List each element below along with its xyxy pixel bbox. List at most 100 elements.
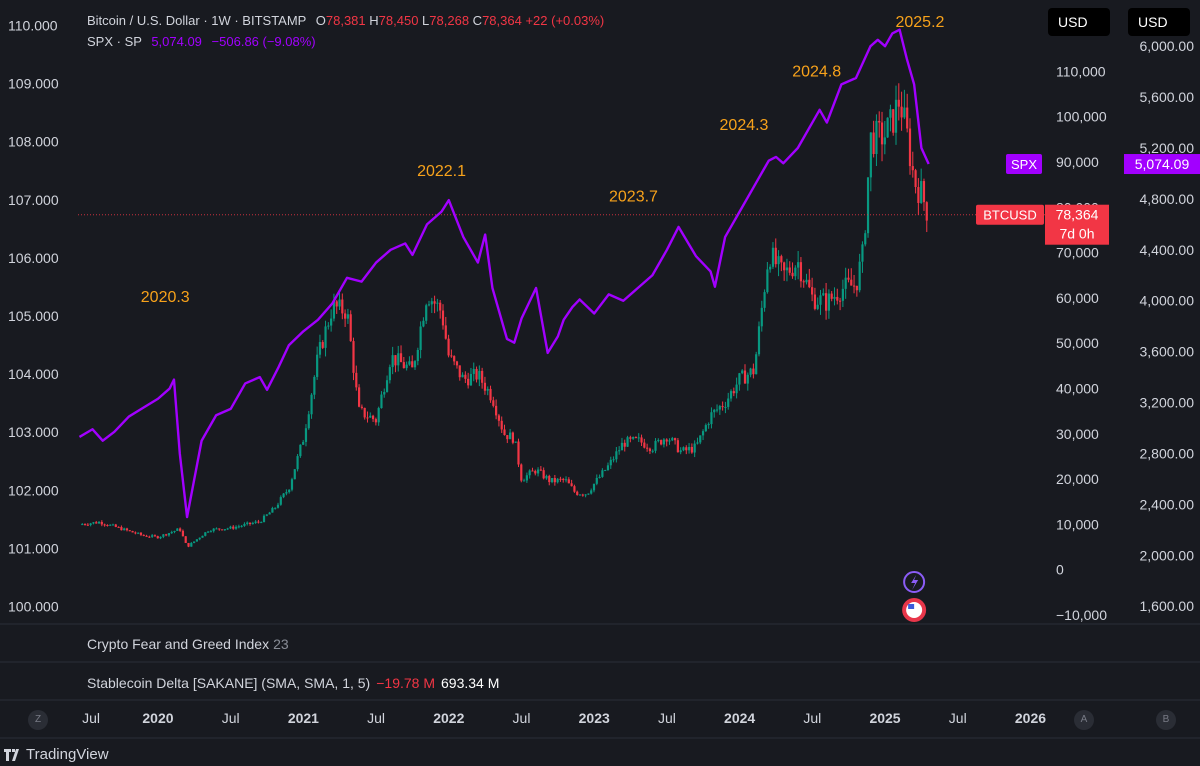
btc-candle (511, 432, 514, 443)
btc-candle (833, 296, 836, 299)
btc-candle (257, 521, 260, 523)
btc-candle (735, 384, 738, 394)
btc-candle (827, 293, 830, 311)
btc-candle (193, 541, 196, 543)
currency-button-btc[interactable]: USD (1048, 8, 1110, 36)
btc-candle (581, 494, 584, 496)
btc-candle (109, 524, 112, 526)
x-axis-tick-label: Jul (222, 710, 240, 726)
auto-scale-button[interactable]: A (1074, 710, 1094, 730)
left-axis-tick-label: 101.000 (8, 540, 59, 556)
btc-candle (570, 483, 573, 487)
tradingview-logo[interactable]: TradingView (4, 746, 109, 763)
lightning-icon (903, 571, 926, 593)
btc-candle (847, 277, 850, 280)
btc-candle (690, 446, 693, 453)
btc-candle (673, 438, 677, 441)
btc-candle (450, 355, 453, 357)
btc-candle (707, 424, 710, 426)
btc-candle (483, 382, 487, 391)
btc-candle (651, 450, 654, 452)
btc-candle (433, 301, 436, 304)
btc-candle (576, 491, 579, 495)
btc-candle (123, 528, 126, 531)
btc-candle (701, 431, 705, 436)
btc-candle (226, 528, 229, 530)
x-axis-tick-label: Jul (803, 710, 821, 726)
btc-candle (475, 368, 478, 380)
btc-candle (791, 272, 794, 277)
btc-price-label: 78,364 (1056, 207, 1099, 223)
btc-candle (724, 406, 727, 408)
btc-candle (159, 536, 162, 539)
btc-candle (749, 368, 752, 375)
btc-candle (369, 415, 372, 418)
x-axis-tick-label: 2024 (724, 710, 755, 726)
btc-candle (687, 446, 691, 451)
btc-candle (729, 391, 733, 399)
btc-candle (246, 522, 249, 524)
btc-candle (559, 478, 562, 480)
btc-axis-tick-label: 40,000 (1056, 380, 1099, 396)
btc-candle (290, 479, 294, 490)
btc-candle (517, 441, 520, 465)
btc-candle (271, 508, 274, 513)
btc-candle (506, 435, 509, 440)
spx-axis-tick-label: 1,600.00 (1140, 598, 1195, 614)
btc-candle (643, 442, 646, 448)
btc-candle (556, 478, 559, 483)
btc-candle (550, 478, 554, 483)
btc-candle (497, 415, 501, 421)
stablecoin-indicator[interactable]: Stablecoin Delta [SAKANE] (SMA, SMA, 1, … (87, 675, 499, 691)
year-annotation: 2024.3 (720, 117, 769, 134)
year-annotation: 2023.7 (609, 188, 658, 205)
btc-candle (908, 128, 912, 167)
btc-candle (783, 262, 786, 271)
x-axis-tick-label: 2026 (1015, 710, 1046, 726)
btc-candle (875, 120, 878, 155)
year-annotation: 2024.8 (792, 64, 841, 81)
btc-candle (469, 373, 473, 386)
btc-candle (95, 522, 98, 524)
btc-candle (696, 442, 699, 444)
btc-candle (111, 524, 115, 526)
btc-candle (548, 475, 551, 483)
btc-candle (710, 412, 713, 425)
btc-candle (265, 514, 268, 516)
btc-candle (813, 294, 817, 309)
us-flag-icon-canton (908, 604, 915, 609)
btc-countdown-label: 7d 0h (1059, 226, 1094, 242)
btc-candle (411, 361, 414, 368)
btc-candle (425, 305, 428, 321)
left-axis-tick-label: 103.000 (8, 424, 59, 440)
log-scale-button[interactable]: B (1156, 710, 1176, 730)
btc-candle (542, 470, 545, 479)
btc-candle (788, 267, 791, 273)
btc-candle (824, 293, 828, 311)
btc-candle (481, 370, 484, 383)
btc-candle (799, 262, 803, 282)
btc-candle (349, 314, 352, 342)
btc-candle (578, 494, 582, 496)
zoom-button[interactable]: Z (28, 710, 48, 730)
btc-candle (276, 504, 280, 508)
btc-candle (134, 532, 137, 534)
btc-tag-badge (976, 204, 1044, 225)
btc-candle (612, 459, 615, 461)
btc-candle (500, 420, 503, 430)
fear-greed-indicator[interactable]: Crypto Fear and Greed Index 23 (87, 636, 289, 652)
x-axis-tick-label: 2021 (288, 710, 319, 726)
btc-candle (408, 361, 411, 365)
btc-legend-row: Bitcoin / U.S. Dollar · 1W · BITSTAMP O7… (87, 13, 604, 28)
btc-candle (139, 532, 143, 535)
btc-candle (525, 475, 528, 481)
btc-candle (103, 524, 106, 526)
btc-candle (279, 497, 282, 505)
btc-candle (316, 354, 319, 377)
currency-button-spx[interactable]: USD (1128, 8, 1190, 36)
btc-price-badge (1045, 204, 1109, 245)
btc-candle (894, 99, 898, 133)
btc-candle (685, 447, 688, 451)
btc-axis-tick-label: 70,000 (1056, 245, 1099, 261)
